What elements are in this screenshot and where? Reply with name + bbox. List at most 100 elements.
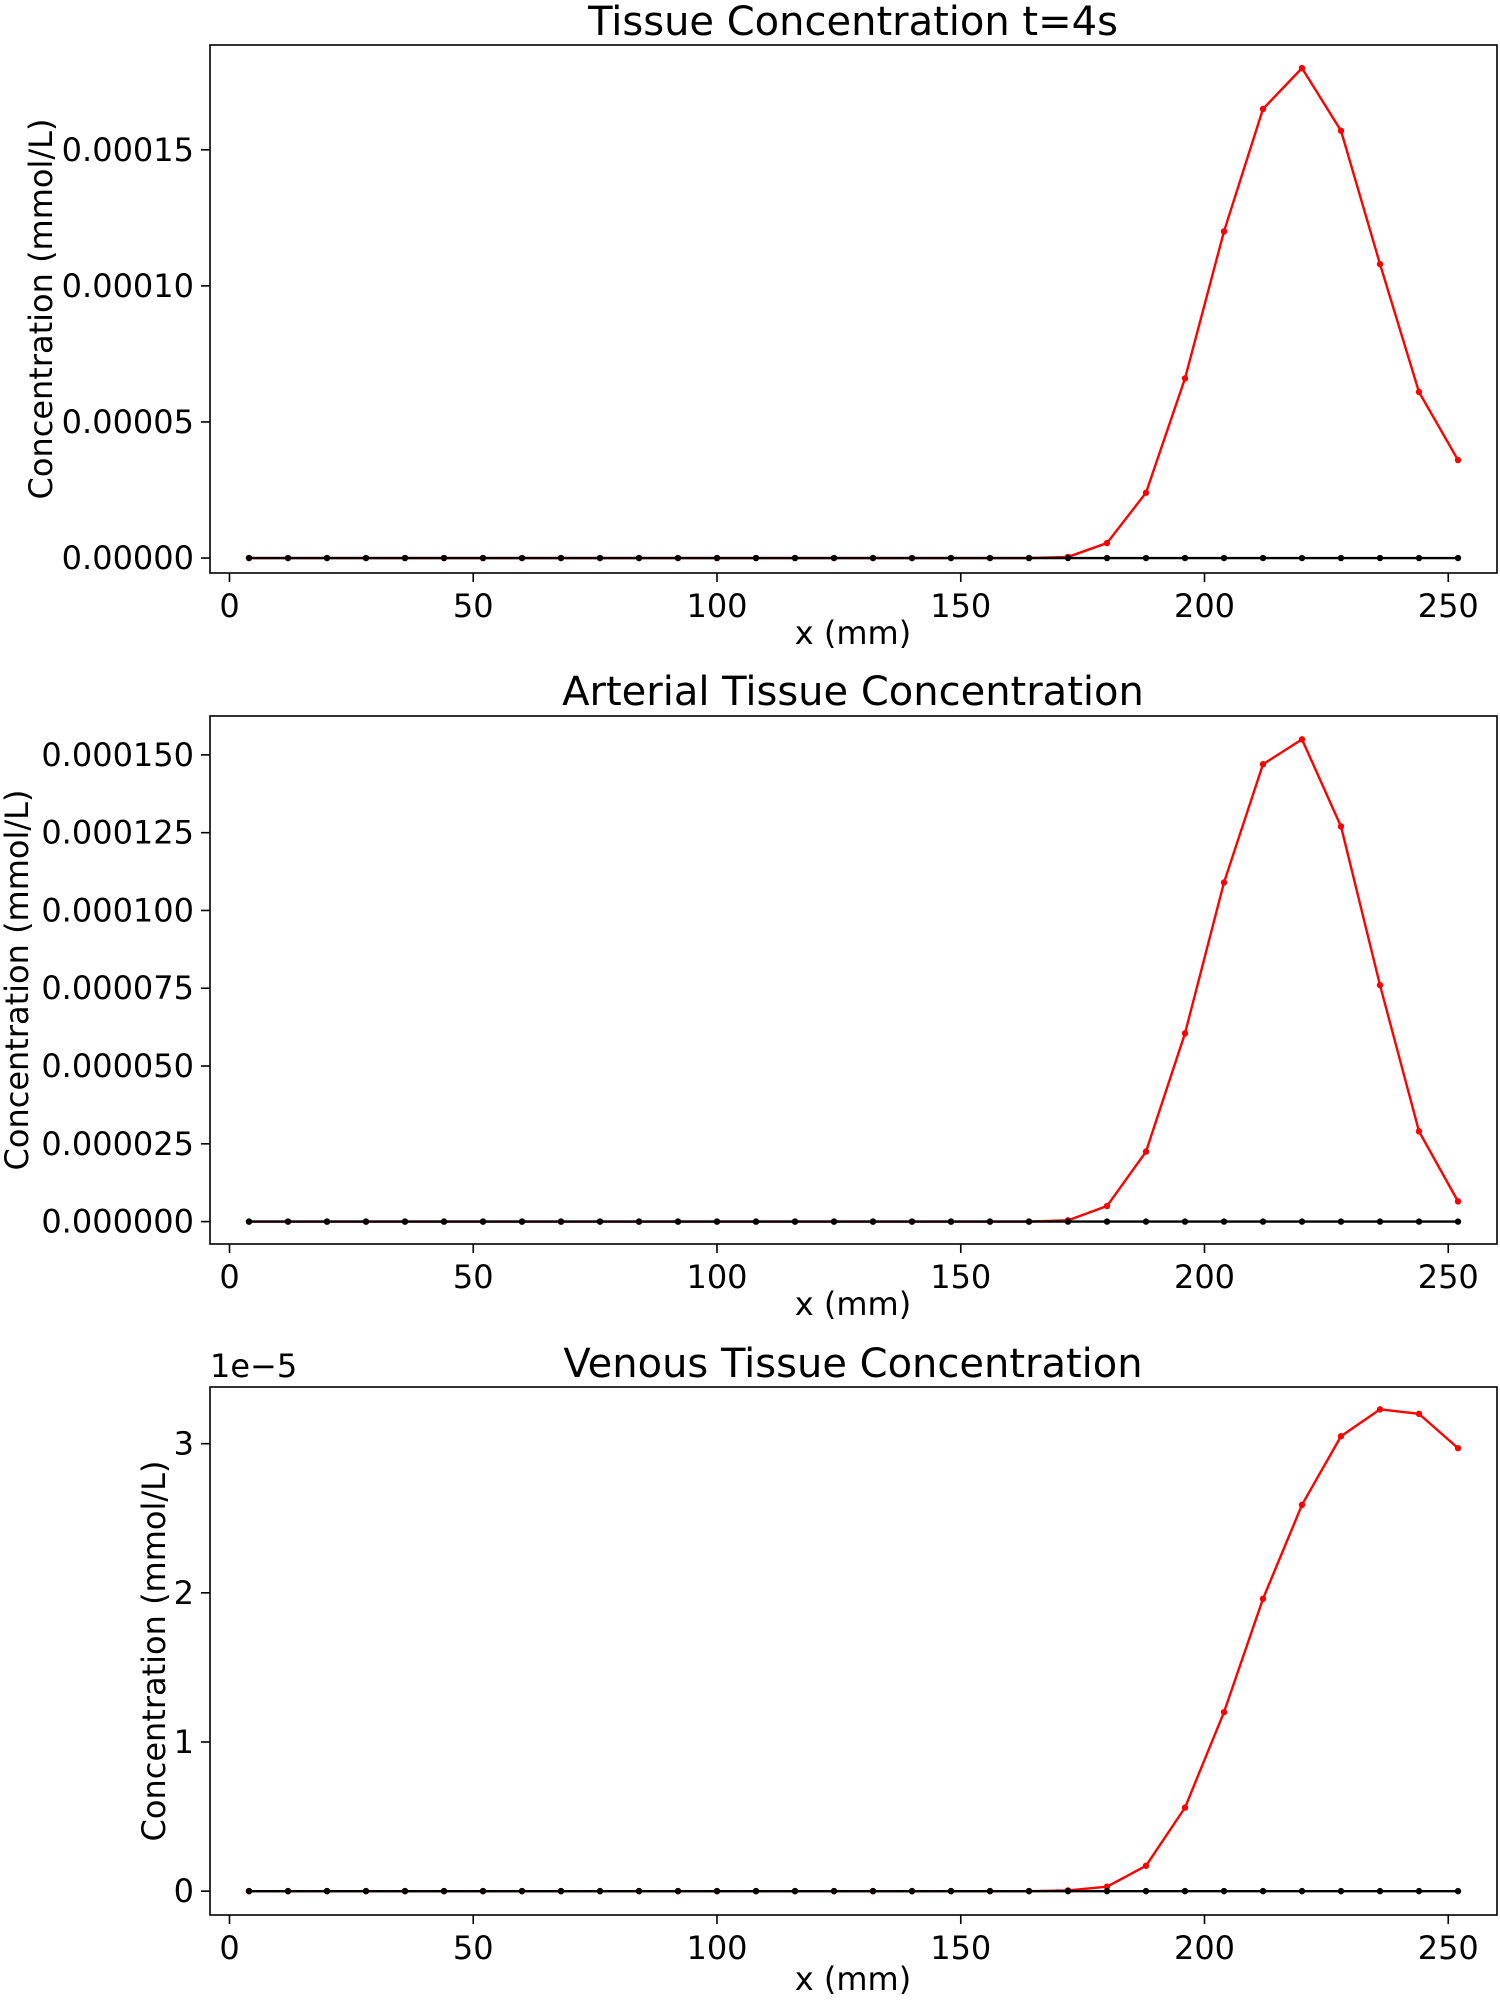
series-point [635,1218,643,1225]
y-tick-label: 0 [174,1872,194,1910]
series-point [1415,1410,1423,1418]
series-point [1142,1887,1150,1895]
y-tick-label: 0.000150 [41,736,194,774]
series-point [713,1218,721,1225]
y-tick-label: 0.000025 [41,1125,194,1163]
series-point [596,1218,604,1225]
series-point [1298,1501,1306,1509]
series-point [1298,1218,1306,1225]
y-tick-label: 0.000100 [41,891,194,929]
series-point [1064,1887,1072,1895]
series-point [284,1887,292,1895]
series-point [752,554,760,562]
y-tick-label: 0.000000 [41,1203,194,1241]
x-tick-label: 150 [930,587,991,625]
x-tick-label: 150 [930,1929,991,1967]
series-point [479,554,487,562]
series-point [1454,1218,1462,1225]
series-point [1220,1708,1228,1716]
series-point [908,1218,916,1225]
y-tick-label: 0.000125 [41,814,194,852]
y-tick-label: 3 [174,1425,194,1463]
series-point [1181,1887,1189,1895]
series-point [557,554,565,562]
series-point [1298,64,1306,72]
series-point [1220,554,1228,562]
y-tick-label: 0.000050 [41,1047,194,1085]
series-point [245,1218,253,1225]
series-point [1181,554,1189,562]
panel-arterial-tissue-concentration: Arterial Tissue Concentration 0 50 100 150 2… [0,669,1498,1323]
series-point [440,1887,448,1895]
series-point [1103,1887,1111,1895]
series-point [401,1887,409,1895]
y-axis-label: Concentration (mmol/L) [22,119,60,500]
series-point [1259,105,1267,113]
series-point [1298,736,1306,743]
series-point [713,1887,721,1895]
x-tick-label: 0 [219,1929,239,1967]
series-point [245,1887,253,1895]
series-point [1259,1887,1267,1895]
x-tick-label: 50 [453,1258,494,1296]
series-point [674,1887,682,1895]
series-point [1337,554,1345,562]
chart-title: Arterial Tissue Concentration [562,669,1144,715]
x-tick-label: 50 [453,587,494,625]
series-point [986,1218,994,1225]
series-line-0 [249,1408,1459,1893]
series-point [1415,1128,1423,1135]
y-axis-label: Concentration (mmol/L) [0,790,36,1171]
x-axis-label: x (mm) [795,614,911,652]
series-point [518,554,526,562]
series-point [1220,228,1228,235]
series-point [1454,1444,1462,1452]
x-tick-label: 0 [219,1258,239,1296]
y-axis-label: Concentration (mmol/L) [135,1461,173,1842]
series-point [284,554,292,562]
series-point [440,554,448,562]
x-tick-label: 200 [1174,1929,1235,1967]
series-point [1298,554,1306,562]
series-point [947,1887,955,1895]
series-point [518,1218,526,1225]
series-point [323,554,331,562]
x-tick-label: 50 [453,1929,494,1967]
x-tick-label: 100 [686,1258,747,1296]
x-tick-label: 100 [686,587,747,625]
series-point [1376,1406,1384,1413]
series-line-0 [249,66,1460,560]
series-point [440,1218,448,1225]
series-point [752,1887,760,1895]
series-point [1259,554,1267,562]
y-tick-label: 1 [174,1723,194,1761]
series-point [1376,981,1384,989]
y-tick-label: 0.000075 [41,969,194,1007]
series-point [869,1218,877,1225]
series-point [1142,1862,1150,1869]
y-tick-label: 2 [174,1574,194,1612]
series-point [1181,1218,1189,1225]
series-point [518,1887,526,1895]
series-point [1142,1218,1150,1225]
series-point [1337,1887,1345,1895]
series-point [1415,554,1423,562]
series-point [1259,761,1267,768]
panel-venous-tissue-concentration: Venous Tissue Concentration 1e−5 0 50 100 1… [135,1341,1498,1998]
series-point [791,554,799,562]
series-point [1103,1218,1111,1225]
series-point [323,1218,331,1225]
series-line-0 [249,738,1460,1223]
series-point [674,1218,682,1225]
series-point [362,1218,370,1225]
series-point [1454,1887,1462,1895]
series-point [479,1218,487,1225]
series-point [1103,1883,1111,1890]
series-point [1259,1595,1267,1602]
series-point [986,554,994,562]
series-point [869,1887,877,1895]
plot-frame [209,44,1498,574]
series-point [362,554,370,562]
x-tick-label: 200 [1174,587,1235,625]
y-tick-label: 0.00010 [62,267,194,305]
